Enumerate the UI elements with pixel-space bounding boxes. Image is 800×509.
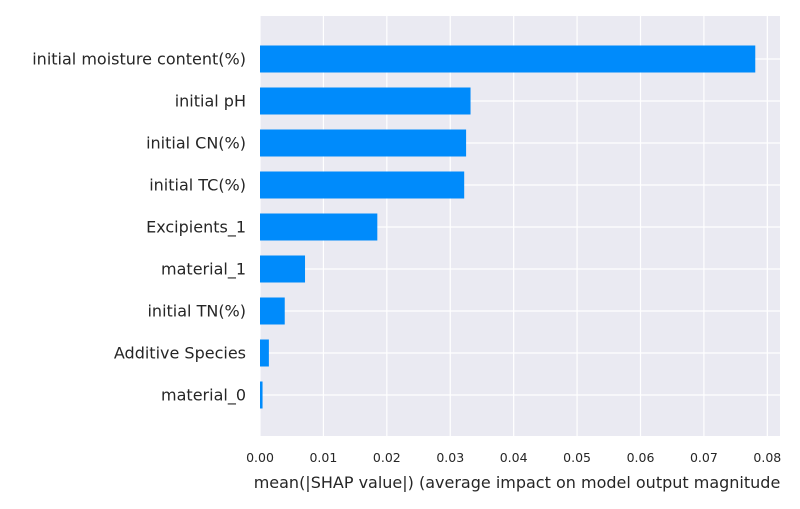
bar (260, 339, 269, 367)
x-tick-label: 0.00 (246, 450, 274, 465)
bar (260, 213, 378, 241)
x-tick-label: 0.06 (627, 450, 655, 465)
y-category-label: initial TC(%) (149, 176, 246, 195)
y-category-label: initial moisture content(%) (32, 50, 246, 69)
category-labels: initial moisture content(%) initial pH ini… (32, 50, 246, 406)
x-tick-label: 0.08 (753, 450, 781, 465)
y-category-label: material_1 (161, 260, 246, 280)
x-tick-label: 0.05 (563, 450, 591, 465)
y-category-label: material_0 (161, 386, 246, 406)
bar (260, 255, 306, 283)
x-tick-label: 0.03 (436, 450, 464, 465)
y-category-label: Excipients_1 (146, 218, 246, 238)
x-tick-label: 0.07 (690, 450, 718, 465)
x-tick-label: 0.04 (500, 450, 528, 465)
y-category-label: initial TN(%) (147, 302, 246, 321)
bar (260, 297, 285, 325)
bar (260, 87, 471, 115)
bar (260, 45, 756, 73)
bar (260, 171, 465, 199)
x-tick-label: 0.01 (309, 450, 337, 465)
bar (260, 129, 467, 157)
bar (260, 381, 263, 409)
x-axis-title: mean(|SHAP value|) (average impact on mo… (254, 473, 781, 492)
x-tick-labels: 0.00 0.01 0.02 0.03 0.04 0.05 0.06 0.07 0.08 (246, 450, 781, 465)
y-category-label: initial CN(%) (146, 134, 246, 153)
y-category-label: Additive Species (114, 344, 246, 363)
x-tick-label: 0.02 (373, 450, 401, 465)
y-category-label: initial pH (175, 92, 246, 111)
bars (260, 45, 756, 409)
